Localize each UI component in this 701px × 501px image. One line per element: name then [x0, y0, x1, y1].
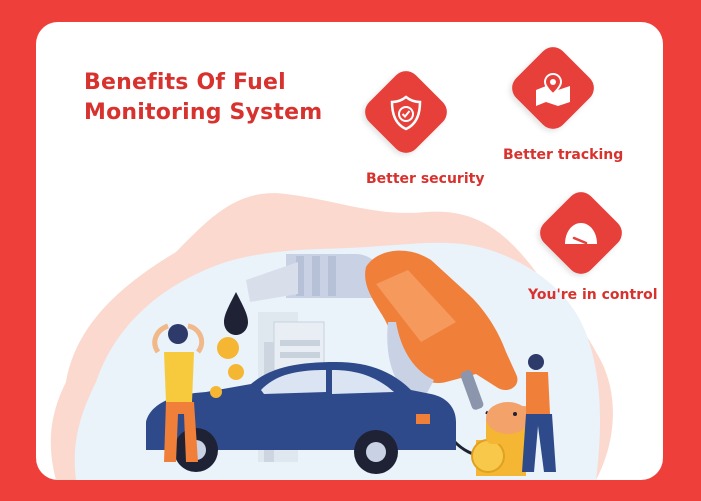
fuel-station-illustration: [50, 193, 613, 480]
worried-man: [152, 323, 205, 462]
page-title: Benefits Of Fuel Monitoring System: [84, 68, 322, 128]
fuel-drop: [224, 292, 248, 335]
piggy-bank: [486, 402, 530, 434]
shield-check-icon: [390, 95, 422, 131]
coins: [210, 337, 528, 476]
title-line-2: Monitoring System: [84, 100, 323, 125]
benefit-label-control: You're in control: [528, 287, 658, 303]
infographic-card: Benefits Of Fuel Monitoring System Bette…: [36, 22, 663, 480]
gauge-icon: [565, 223, 597, 245]
woman: [522, 354, 556, 472]
benefit-label-tracking: Better tracking: [503, 147, 624, 163]
title-line-1: Benefits Of Fuel: [84, 70, 286, 95]
map-pin-icon: [536, 72, 570, 106]
benefit-label-security: Better security: [366, 171, 485, 187]
